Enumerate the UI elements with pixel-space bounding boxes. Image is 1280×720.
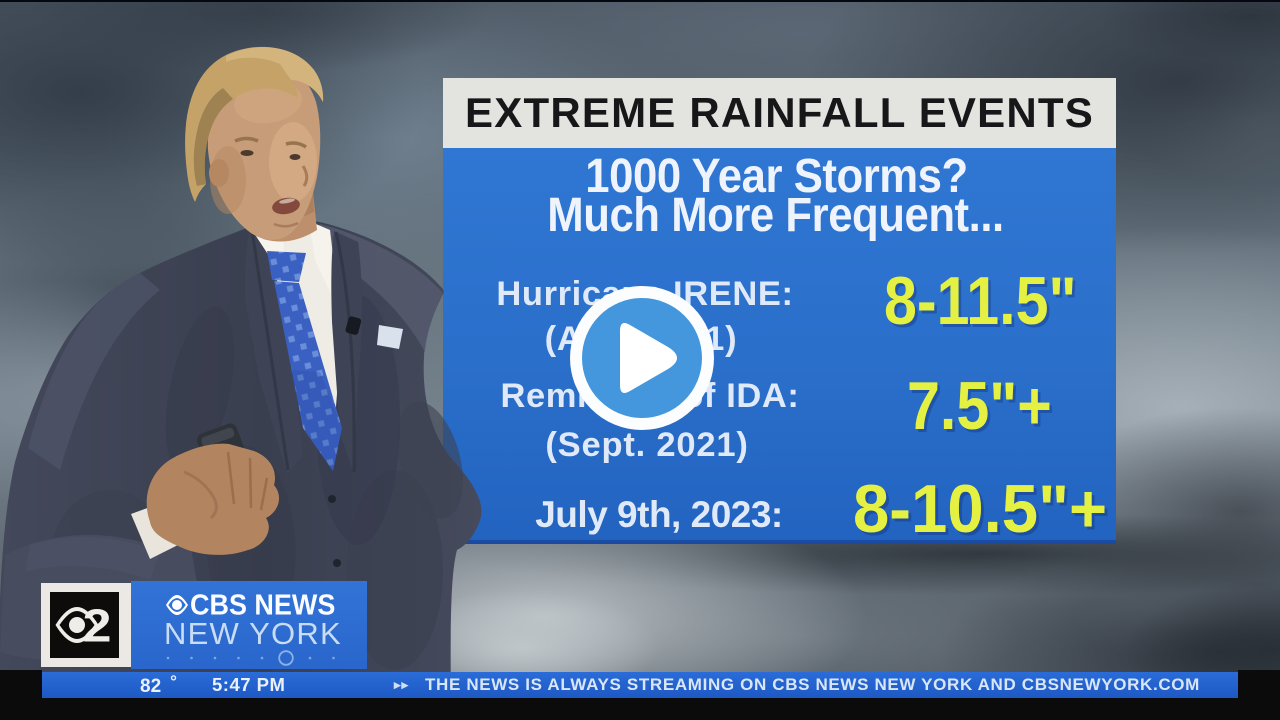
svg-text:2: 2: [83, 600, 112, 652]
svg-text:NEW YORK: NEW YORK: [164, 616, 342, 651]
svg-text:CBS NEWS: CBS NEWS: [190, 589, 335, 621]
